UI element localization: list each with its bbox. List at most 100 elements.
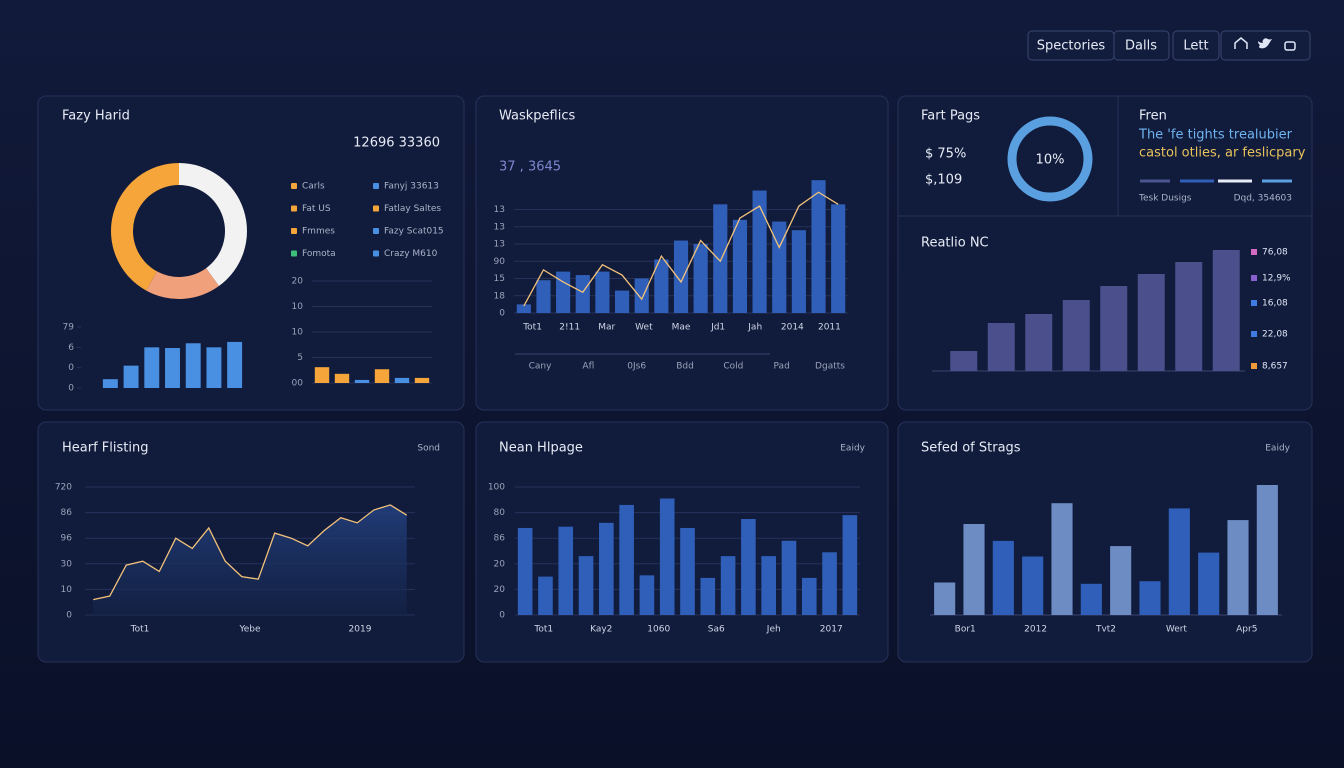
x-tick-label: 2!11	[559, 323, 580, 333]
side-line: The 'fe tights trealubier	[1138, 128, 1293, 143]
bar	[1139, 581, 1161, 615]
sub-label: Cany	[529, 362, 553, 372]
y-tick-label: 20	[494, 585, 506, 595]
panel-title: Fazy Harid	[62, 109, 130, 124]
panel-title: Hearf Flisting	[62, 441, 148, 456]
bar	[842, 515, 858, 615]
bar	[516, 304, 531, 313]
bar	[578, 556, 594, 615]
bar	[1025, 314, 1053, 371]
legend-swatch	[1251, 363, 1257, 369]
nav-button[interactable]	[1113, 30, 1170, 61]
x-tick-label: Tot1	[130, 625, 150, 635]
y-tick-label: 10	[292, 302, 304, 312]
bar	[950, 351, 978, 371]
x-tick-label: Tvt2	[1095, 625, 1116, 635]
bar	[314, 367, 330, 383]
side-foot: Tesk Dusigs	[1138, 194, 1192, 204]
x-tick-label: 2014	[781, 323, 804, 333]
bar	[374, 369, 390, 383]
donut-slice	[146, 268, 219, 299]
bar	[680, 527, 695, 615]
nav-label[interactable]: Dalls	[1125, 39, 1157, 54]
nav-label[interactable]: Spectories	[1037, 39, 1106, 54]
y-tick-label: 0	[68, 384, 74, 394]
bar	[1110, 546, 1132, 615]
x-tick-label: Kay2	[590, 625, 612, 635]
x-tick-label: Bor1	[955, 625, 976, 635]
bar	[619, 504, 634, 615]
bar	[713, 204, 728, 313]
legend-label: Fomota	[302, 249, 336, 259]
bar	[752, 190, 767, 313]
side-line: castol otlies, ar feslicpary	[1139, 146, 1306, 161]
nav-label[interactable]: Lett	[1183, 39, 1208, 54]
legend-label: 12,9%	[1262, 274, 1291, 284]
stat: $,109	[925, 173, 962, 188]
legend-label: 16,08	[1262, 299, 1288, 309]
legend-label: 22,08	[1262, 330, 1288, 340]
x-tick-label: 2011	[818, 323, 841, 333]
bar	[102, 379, 118, 388]
panel-title: Nean Hlpage	[499, 441, 583, 456]
x-tick-label: Wet	[635, 323, 653, 333]
ring-label: 10%	[1036, 153, 1065, 168]
legend-swatch	[1251, 249, 1257, 255]
panel-title: Waskpeflics	[499, 109, 575, 124]
legend-swatch	[1251, 275, 1257, 281]
legend-swatch	[1251, 300, 1257, 306]
sub-title: Reatlio NC	[921, 236, 989, 251]
y-tick-label: 720	[55, 483, 72, 493]
y-tick-label: 15	[494, 274, 505, 284]
bar	[1100, 286, 1128, 371]
headline: 37 , 3645	[499, 160, 561, 175]
lock-icon[interactable]	[1284, 41, 1296, 51]
bar	[700, 577, 716, 615]
bar	[963, 524, 985, 615]
legend-label: Fazy Scat015	[384, 227, 444, 237]
bar	[394, 377, 410, 383]
home-icon[interactable]	[1234, 37, 1248, 49]
x-tick-label: Tot1	[533, 625, 553, 635]
bar	[831, 204, 846, 313]
bar	[599, 522, 614, 615]
x-tick-label: Jah	[747, 323, 762, 333]
y-tick-label: 96	[61, 534, 73, 544]
bar	[556, 271, 571, 313]
x-tick-label: Mae	[672, 323, 691, 333]
y-tick-label: 13	[494, 205, 505, 215]
bar	[1227, 520, 1249, 615]
panel-title: Fart Pags	[921, 109, 980, 124]
y-tick-label: 13	[494, 222, 505, 232]
bar	[206, 347, 222, 388]
y-tick-label: 20	[494, 559, 506, 569]
ring	[1007, 116, 1093, 202]
bar	[1022, 556, 1044, 615]
bar	[781, 540, 797, 615]
y-tick-label: 86	[494, 534, 506, 544]
bar	[634, 278, 649, 313]
legend-label: Crazy M610	[384, 249, 438, 259]
legend-swatch	[291, 250, 297, 257]
bar	[659, 498, 675, 615]
x-tick-label: 2017	[820, 625, 843, 635]
bar	[185, 343, 201, 388]
legend-label: Fat US	[302, 204, 331, 214]
sub-label: 0Js6	[627, 362, 646, 372]
bar	[761, 556, 776, 615]
sub-label: Pad	[774, 362, 790, 372]
bar	[1051, 503, 1073, 615]
bar	[1137, 274, 1165, 371]
bar	[934, 582, 956, 615]
bar	[334, 373, 350, 383]
bar	[517, 527, 533, 615]
bar	[123, 365, 139, 388]
bar	[720, 556, 736, 615]
bar	[1080, 583, 1102, 615]
panel-tag: Sond	[417, 444, 440, 454]
social-icon[interactable]	[1258, 38, 1272, 49]
x-tick-label: Yebe	[238, 625, 261, 635]
x-tick-label: Tot1	[522, 323, 542, 333]
nav-button[interactable]	[1172, 30, 1220, 61]
y-tick-label: 79	[63, 323, 75, 333]
